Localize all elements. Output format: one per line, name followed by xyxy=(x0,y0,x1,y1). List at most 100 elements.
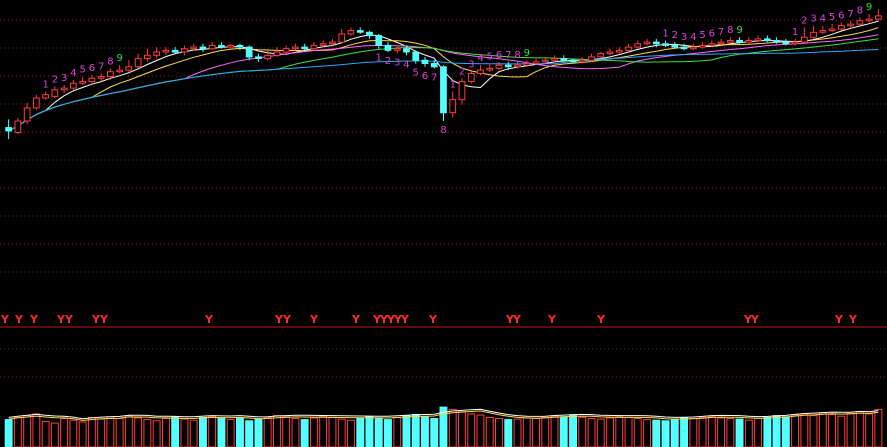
td-count-label: 9 xyxy=(866,2,872,13)
volume-bar xyxy=(421,416,429,447)
candle-up xyxy=(514,64,521,68)
volume-bar xyxy=(134,417,143,447)
volume-bar xyxy=(143,419,152,447)
volume-bar xyxy=(467,413,476,447)
volume-bar xyxy=(818,412,827,447)
volume-bar xyxy=(633,418,642,447)
candle-up xyxy=(310,44,318,50)
candle-down xyxy=(430,63,438,68)
candle-up xyxy=(264,54,271,60)
candle-up xyxy=(70,82,77,89)
td-count-label: 3 xyxy=(61,73,67,84)
candle-down xyxy=(245,46,253,58)
volume-bar xyxy=(522,417,531,447)
signal-marker: Y xyxy=(512,313,522,326)
candle-down xyxy=(412,51,420,61)
candle-up xyxy=(828,28,836,32)
signal-marker: Y xyxy=(309,313,319,326)
signal-marker: Y xyxy=(29,313,39,326)
signal-marker: Y xyxy=(274,313,284,326)
volume-bar xyxy=(495,418,503,447)
volume-bar xyxy=(652,419,661,447)
volume-bar xyxy=(532,418,540,447)
candle-up xyxy=(338,33,346,43)
signal-marker: Y xyxy=(750,313,760,326)
candle-up xyxy=(273,51,281,56)
candle-up xyxy=(467,72,475,83)
td-count-label: 1 xyxy=(662,29,668,40)
candle-up xyxy=(754,38,762,42)
candle-up xyxy=(162,49,170,53)
candle-up xyxy=(227,44,235,48)
candle-up xyxy=(181,48,188,53)
volume-bar xyxy=(504,419,513,447)
candle-up xyxy=(791,41,799,45)
volume-bar xyxy=(874,408,883,447)
candle-down xyxy=(255,56,262,60)
candle-up xyxy=(319,43,327,46)
volume-bar xyxy=(550,415,559,447)
volume-bar xyxy=(217,417,226,447)
volume-bar xyxy=(171,416,180,447)
candle-down xyxy=(366,31,373,37)
td-count-label: 2 xyxy=(385,56,391,67)
candle-up xyxy=(23,107,31,122)
volume-bar xyxy=(744,419,753,447)
volume-bar xyxy=(587,418,596,447)
td-count-label: 5 xyxy=(699,30,705,41)
td-count-label: 2 xyxy=(459,66,465,77)
candle-down xyxy=(218,44,225,48)
td-count-label: 4 xyxy=(70,68,76,79)
candle-up xyxy=(97,76,105,79)
candle-down xyxy=(782,41,790,45)
signal-marker: Y xyxy=(0,313,10,326)
signal-marker: Y xyxy=(379,313,389,326)
volume-bar xyxy=(208,415,217,447)
td-count-label: 5 xyxy=(413,68,419,79)
td-count-label: 4 xyxy=(477,53,483,64)
candle-up xyxy=(125,66,133,71)
td-count-label: 3 xyxy=(468,60,474,71)
signal-marker: Y xyxy=(386,313,396,326)
signal-marker: Y xyxy=(14,313,24,326)
td-count-label: 8 xyxy=(857,6,863,17)
volume-bar xyxy=(828,414,836,447)
td-count-label: 6 xyxy=(89,63,95,74)
td-count-label: 4 xyxy=(820,14,826,25)
td-count-label: 4 xyxy=(403,59,409,70)
volume-bar xyxy=(162,418,170,447)
signal-marker: Y xyxy=(848,313,858,326)
td-count-label: 4 xyxy=(690,32,696,43)
candle-up xyxy=(847,23,854,27)
candle-down xyxy=(773,40,780,43)
volume-bar xyxy=(809,415,818,447)
candle-up xyxy=(116,69,124,73)
td-count-label: 6 xyxy=(709,29,715,40)
volume-bar xyxy=(13,416,22,447)
volume-bar xyxy=(485,416,494,447)
candle-up xyxy=(690,46,697,50)
volume-bar xyxy=(152,420,161,447)
volume-bar xyxy=(439,406,448,447)
candle-up xyxy=(88,77,96,83)
signal-marker: Y xyxy=(428,313,438,326)
candle-up xyxy=(42,94,49,99)
candle-up xyxy=(347,30,355,35)
candle-up xyxy=(578,59,586,63)
volume-bar xyxy=(800,413,809,447)
candle-up xyxy=(458,81,466,101)
volume-bar xyxy=(189,419,198,447)
volume-bar xyxy=(865,413,874,447)
volume-bar xyxy=(448,408,457,447)
candle-down xyxy=(680,46,688,50)
volume-bar xyxy=(754,418,762,447)
signal-marker: Y xyxy=(56,313,66,326)
candle-down xyxy=(236,44,244,48)
ma-line xyxy=(8,27,879,132)
volume-bar xyxy=(596,418,605,447)
volume-bar xyxy=(411,414,420,447)
candle-down xyxy=(504,64,512,68)
candle-up xyxy=(14,120,22,133)
